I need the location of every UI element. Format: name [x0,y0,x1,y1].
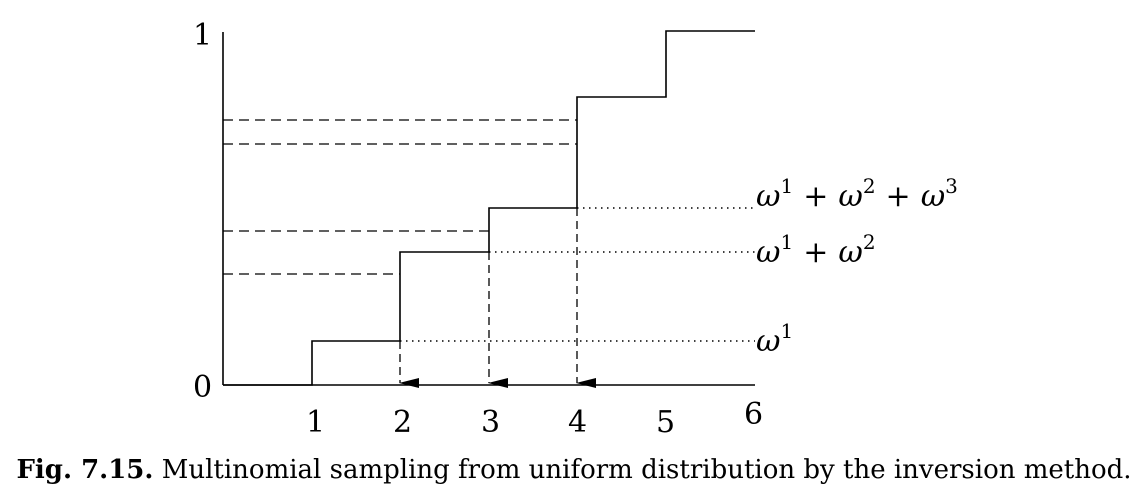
y-top-label: 1 [193,18,212,53]
label-w1: ω1 [756,319,793,359]
cumulative-step-function [223,30,755,386]
x-tick-1: 1 [306,405,325,440]
figure-caption: Fig. 7.15. Multinomial sampling from uni… [0,455,1148,485]
label-w1-plus-w2: ω1 + ω2 [756,230,876,270]
x-tick-5: 5 [656,405,675,440]
x-tick-2: 2 [393,405,412,440]
y-bottom-label: 0 [193,370,212,405]
x-tick-4: 4 [568,405,587,440]
x-tick-3: 3 [481,405,500,440]
caption-text: Multinomial sampling from uniform distri… [161,455,1132,485]
caption-figure-number: Fig. 7.15. [16,455,154,485]
x-tick-6: 6 [744,397,763,432]
label-w1-plus-w2-plus-w3: ω1 + ω2 + ω3 [756,174,958,214]
